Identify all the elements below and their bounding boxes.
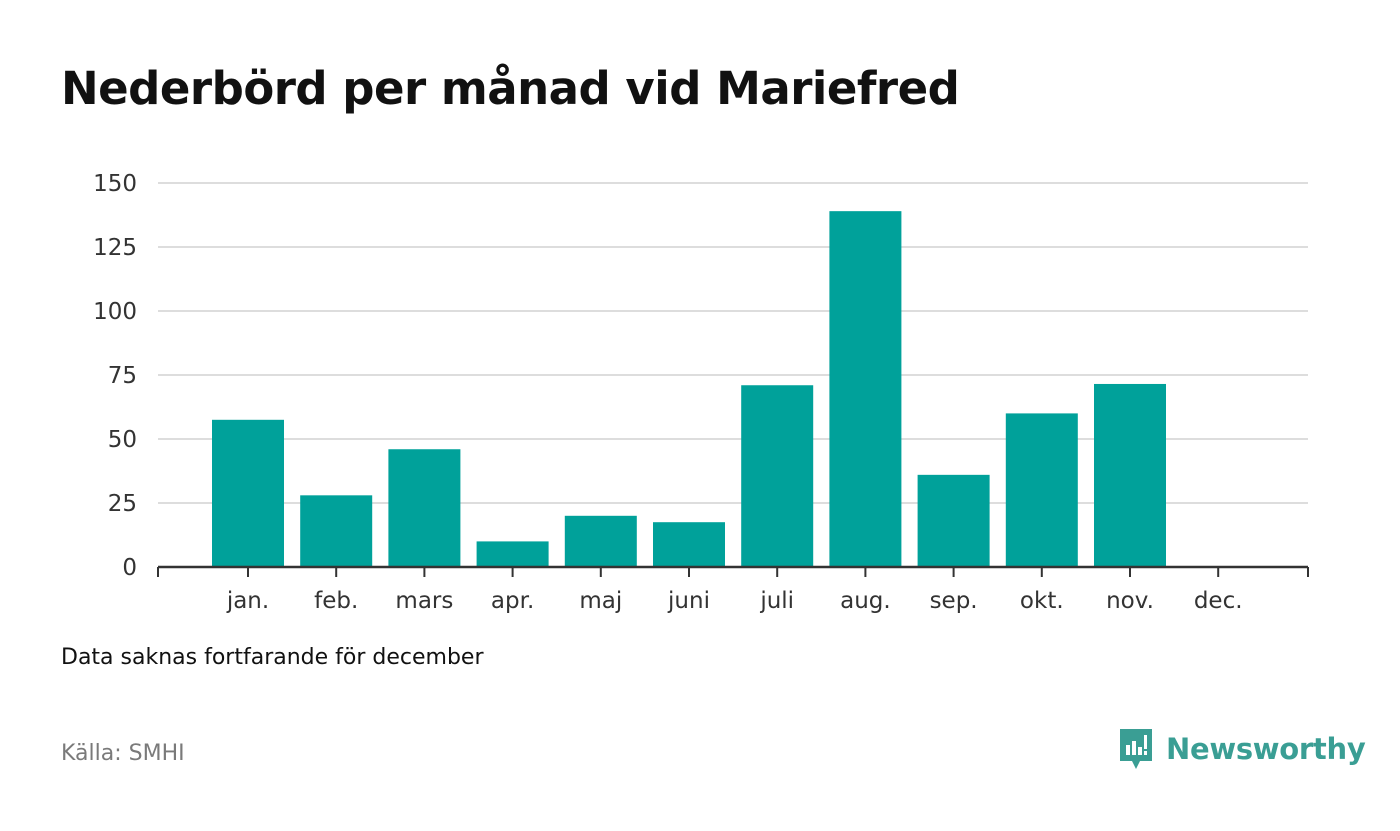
x-tick-label: mars [395, 588, 453, 614]
bar-3 [388, 449, 461, 567]
bar-2 [300, 495, 373, 567]
newsworthy-logo-icon [1120, 729, 1152, 769]
bar-6 [653, 522, 725, 567]
y-tick-label: 0 [122, 555, 137, 581]
bar-7 [741, 385, 814, 567]
bar-9 [917, 474, 990, 567]
x-tick-label: apr. [491, 588, 534, 614]
x-tick-label: dec. [1194, 588, 1243, 614]
y-tick-label: 125 [93, 235, 137, 261]
x-tick-label: juni [667, 588, 710, 614]
bar-chart: 0 25 50 75 100 125 150 jan. feb. mars apr. maj juni… [93, 171, 1309, 614]
x-tick-label: sep. [930, 588, 978, 614]
bars [212, 211, 1166, 567]
x-tick-label: jan. [226, 588, 269, 614]
x-tick-label: juli [759, 588, 794, 614]
y-axis-ticks: 0 25 50 75 100 125 150 [93, 171, 137, 581]
x-tick-label: feb. [314, 588, 358, 614]
y-tick-label: 75 [108, 363, 137, 389]
bar-5 [564, 515, 637, 567]
brand-logo[interactable]: Newsworthy [1118, 727, 1366, 771]
bar-8 [829, 211, 902, 567]
x-tick-label: nov. [1106, 588, 1154, 614]
brand-name: Newsworthy [1166, 732, 1366, 766]
bar-11 [1094, 383, 1166, 567]
x-tick-label: aug. [840, 588, 891, 614]
x-axis [157, 565, 1309, 577]
bar-4 [476, 541, 549, 567]
x-tick-label: maj [579, 588, 622, 614]
chart-title: Nederbörd per månad vid Mariefred [61, 62, 960, 115]
bar-10 [1005, 413, 1078, 567]
x-tick-label: okt. [1020, 588, 1064, 614]
x-axis-ticks: jan. feb. mars apr. maj juni juli aug. sep. okt. n… [226, 567, 1243, 614]
source-label: Källa: SMHI [61, 741, 185, 766]
missing-data-note: Data saknas fortfarande för december [61, 645, 484, 670]
y-tick-label: 50 [108, 427, 137, 453]
y-tick-label: 150 [93, 171, 137, 197]
bar-1 [212, 419, 284, 567]
y-tick-label: 25 [108, 491, 137, 517]
y-tick-label: 100 [93, 299, 137, 325]
